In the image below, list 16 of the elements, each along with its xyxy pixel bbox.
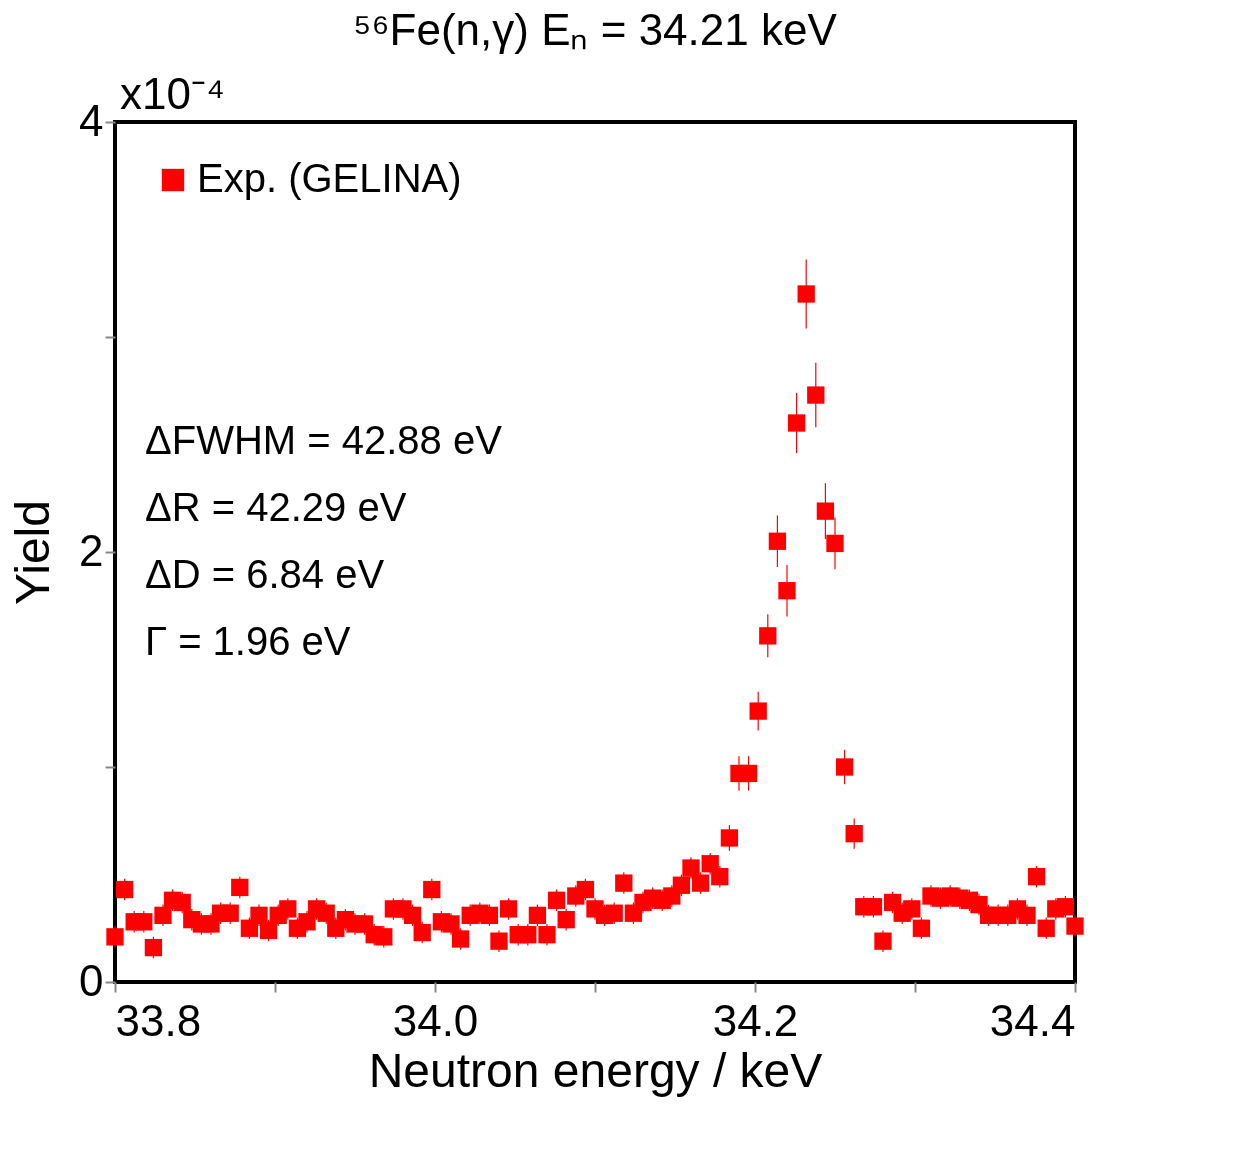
x-tick-label: 34.4 — [989, 995, 1076, 1045]
x-axis-title: Neutron energy / keV — [368, 1043, 823, 1097]
x-tick-label: 34.0 — [392, 995, 479, 1045]
legend-label: Exp. (GELINA) — [197, 156, 462, 200]
y-tick-label: 0 — [79, 955, 104, 1005]
chart-title: ⁵⁶Fe(n,γ) Eₙ = 34.21 keV — [353, 5, 838, 54]
annotation: Γ = 1.96 eV — [145, 619, 351, 663]
annotation: ΔR = 42.29 eV — [145, 485, 407, 529]
text: x10⁻⁴ — [120, 69, 225, 118]
y-tick-label: 4 — [79, 95, 104, 145]
y-axis-title: Yield — [6, 500, 60, 605]
x-tick-label: 33.8 — [115, 995, 202, 1045]
annotation: ΔFWHM = 42.88 eV — [145, 418, 503, 462]
y-tick-label: 2 — [79, 525, 104, 575]
x-tick-label: 34.2 — [712, 995, 799, 1045]
annotation: ΔD = 6.84 eV — [145, 552, 385, 596]
